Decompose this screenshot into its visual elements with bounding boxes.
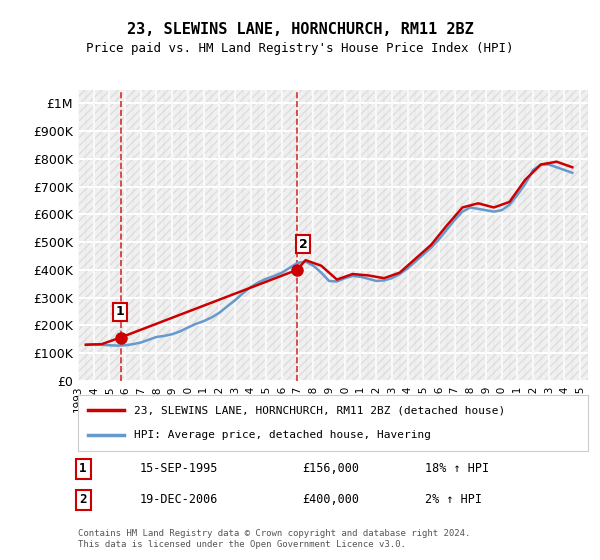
Text: Contains HM Land Registry data © Crown copyright and database right 2024.
This d: Contains HM Land Registry data © Crown c… [78, 529, 470, 549]
Text: 19-DEC-2006: 19-DEC-2006 [139, 493, 218, 506]
Text: Price paid vs. HM Land Registry's House Price Index (HPI): Price paid vs. HM Land Registry's House … [86, 42, 514, 55]
Text: 1: 1 [79, 463, 87, 475]
Text: 1: 1 [116, 305, 125, 318]
Text: 23, SLEWINS LANE, HORNCHURCH, RM11 2BZ (detached house): 23, SLEWINS LANE, HORNCHURCH, RM11 2BZ (… [134, 405, 505, 416]
Text: 15-SEP-1995: 15-SEP-1995 [139, 463, 218, 475]
Text: £400,000: £400,000 [302, 493, 359, 506]
Text: £156,000: £156,000 [302, 463, 359, 475]
Text: 23, SLEWINS LANE, HORNCHURCH, RM11 2BZ: 23, SLEWINS LANE, HORNCHURCH, RM11 2BZ [127, 22, 473, 38]
Text: 18% ↑ HPI: 18% ↑ HPI [425, 463, 489, 475]
Text: 2: 2 [79, 493, 87, 506]
Text: HPI: Average price, detached house, Havering: HPI: Average price, detached house, Have… [134, 430, 431, 440]
Text: 2% ↑ HPI: 2% ↑ HPI [425, 493, 482, 506]
Text: 2: 2 [299, 237, 307, 251]
